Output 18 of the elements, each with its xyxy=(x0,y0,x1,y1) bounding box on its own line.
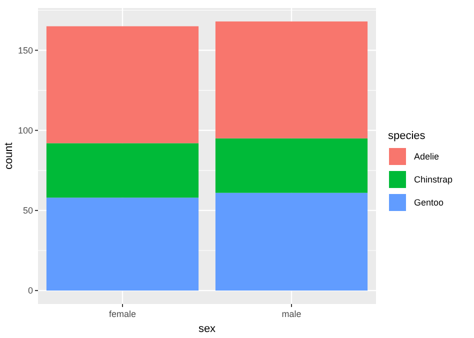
x-tick-label: female xyxy=(108,309,136,319)
legend-label: Gentoo xyxy=(414,198,444,208)
x-axis-title: sex xyxy=(198,323,216,335)
x-tick-label: male xyxy=(282,309,302,319)
y-tick-label: 50 xyxy=(22,206,33,216)
y-tick-label: 100 xyxy=(18,126,33,136)
bar xyxy=(215,21,368,138)
bar xyxy=(46,26,199,144)
bar xyxy=(46,198,199,291)
legend-label: Adelie xyxy=(414,152,440,162)
y-tick-label: 0 xyxy=(28,286,33,296)
bar xyxy=(215,192,368,291)
y-tick-label: 150 xyxy=(18,45,33,56)
bar xyxy=(215,138,368,193)
bar xyxy=(46,143,199,198)
y-axis-title: count xyxy=(3,142,15,170)
legend-label: Chinstrap xyxy=(414,174,453,185)
legend-title: species xyxy=(388,130,426,142)
